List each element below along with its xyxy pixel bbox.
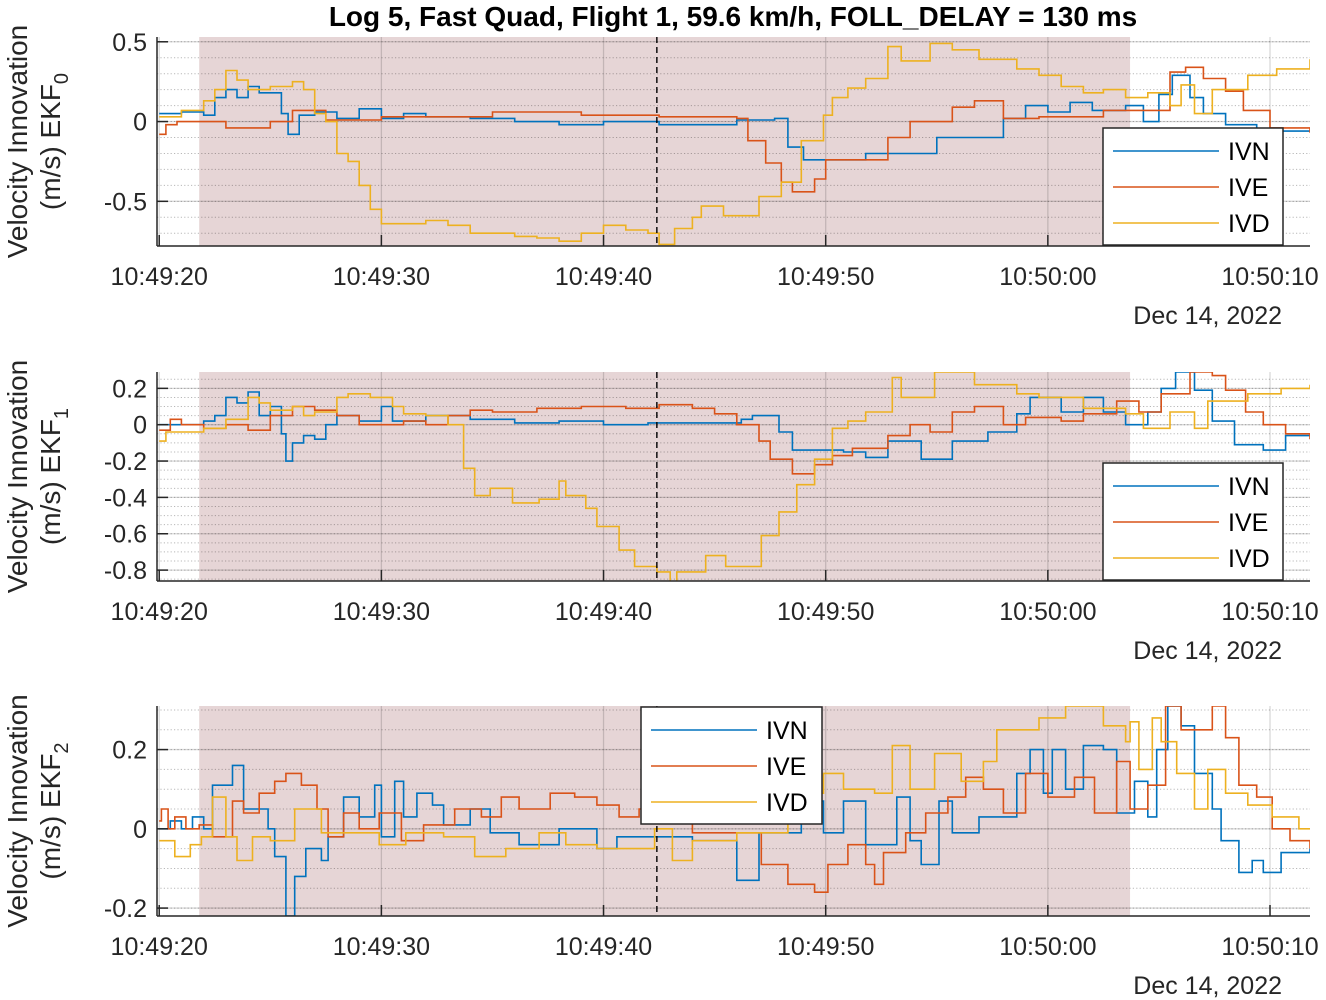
legend-item-ive[interactable]: IVE: [1113, 174, 1268, 202]
y-label-line-2: (m/s) EKF0: [35, 73, 73, 210]
x-tick-label: 10:50:00: [999, 933, 1096, 961]
series-line-ive: [159, 66, 1310, 193]
legend-item-ivn[interactable]: IVN: [1113, 138, 1270, 166]
x-tick-label: 10:49:50: [777, 263, 874, 291]
y-label-line-1: Velocity Innovation: [2, 25, 33, 259]
series-line-ivn: [159, 706, 1310, 916]
y-tick-label: -0.5: [104, 188, 147, 216]
series-line-ivd: [159, 706, 1310, 862]
y-label-line-2: (m/s) EKF2: [35, 742, 73, 879]
y-tick-label: 0.5: [112, 29, 147, 57]
x-tick-label: 10:50:10: [1221, 263, 1318, 291]
series-line-ivd: [159, 372, 1310, 581]
y-label-unit: (m/s) EKF: [35, 84, 66, 210]
subplot-0: -0.5 0 0.5 10:49:20 10:49:30 10:49:40 10:49:50…: [2, 1, 1319, 330]
y-tick-label: 0: [133, 109, 147, 137]
x-date-label: Dec 14, 2022: [1133, 972, 1282, 1000]
y-label-subscript: 0: [51, 73, 73, 84]
legend[interactable]: IVN IVE IVD: [1102, 127, 1284, 246]
x-tick-label: 10:49:50: [777, 598, 874, 626]
y-label-unit: (m/s) EKF: [35, 419, 66, 545]
x-tick-label: 10:49:40: [555, 598, 652, 626]
y-label-line-2: (m/s) EKF1: [35, 408, 73, 545]
series-line-ivn: [159, 372, 1310, 462]
x-tick-label: 10:49:30: [333, 598, 430, 626]
legend-label: IVE: [766, 753, 806, 781]
legend-label: IVN: [766, 717, 808, 745]
legend-item-ive[interactable]: IVE: [1113, 509, 1268, 537]
y-tick-label: -0.2: [104, 895, 147, 923]
y-tick-label: 0.2: [112, 375, 147, 403]
legend[interactable]: IVN IVE IVD: [640, 706, 823, 825]
y-label-line-1: Velocity Innovation: [2, 360, 33, 594]
x-tick-label: 10:49:30: [333, 933, 430, 961]
legend-item-ivd[interactable]: IVD: [651, 789, 808, 817]
legend-label: IVD: [1228, 210, 1270, 238]
shaded-interval: [199, 37, 1131, 246]
x-date-label: Dec 14, 2022: [1133, 637, 1282, 665]
legend-label: IVD: [1228, 545, 1270, 573]
legend-label: IVN: [1228, 473, 1270, 501]
legend-label: IVE: [1228, 174, 1268, 202]
y-tick-label: 0: [133, 816, 147, 844]
legend-item-ivn[interactable]: IVN: [651, 717, 808, 745]
y-label-unit: (m/s) EKF: [35, 754, 66, 880]
legend-item-ivd[interactable]: IVD: [1113, 210, 1270, 238]
shaded-interval: [199, 372, 1131, 581]
legend[interactable]: IVN IVE IVD: [1102, 462, 1284, 581]
series-group: [159, 42, 1310, 246]
subplot-2: -0.2 0 0.2 10:49:20 10:49:30 10:49:40 10:49:50…: [2, 694, 1319, 1000]
subplot-1: -0.8 -0.6 -0.4 -0.2 0 0.2 10:49:20 10:49:30 10:4…: [2, 360, 1319, 665]
y-label-line-1: Velocity Innovation: [2, 694, 33, 928]
x-tick-label: 10:49:20: [111, 263, 208, 291]
legend-label: IVE: [1228, 509, 1268, 537]
y-tick-label: -0.4: [104, 484, 147, 512]
x-tick-label: 10:49:30: [333, 263, 430, 291]
legend-item-ive[interactable]: IVE: [651, 753, 806, 781]
y-tick-label: -0.8: [104, 557, 147, 585]
x-date-label: Dec 14, 2022: [1133, 302, 1282, 330]
legend-item-ivn[interactable]: IVN: [1113, 473, 1270, 501]
y-tick-label: -0.2: [104, 448, 147, 476]
legend-label: IVD: [766, 789, 808, 817]
y-tick-label: 0: [133, 412, 147, 440]
series-group: [159, 706, 1310, 916]
x-tick-label: 10:50:10: [1221, 598, 1318, 626]
x-tick-label: 10:50:00: [999, 263, 1096, 291]
series-line-ivd: [159, 42, 1310, 246]
series-group: [159, 372, 1310, 581]
legend-label: IVN: [1228, 138, 1270, 166]
x-tick-label: 10:49:50: [777, 933, 874, 961]
x-tick-label: 10:49:40: [555, 933, 652, 961]
legend-item-ivd[interactable]: IVD: [1113, 545, 1270, 573]
chart-title: Log 5, Fast Quad, Flight 1, 59.6 km/h, F…: [329, 1, 1137, 32]
x-tick-label: 10:49:20: [111, 933, 208, 961]
y-label-subscript: 2: [51, 742, 73, 753]
x-tick-label: 10:50:10: [1221, 933, 1318, 961]
x-tick-label: 10:49:20: [111, 598, 208, 626]
x-tick-label: 10:50:00: [999, 598, 1096, 626]
x-tick-label: 10:49:40: [555, 263, 652, 291]
y-tick-label: 0.2: [112, 737, 147, 765]
y-tick-label: -0.6: [104, 521, 147, 549]
series-line-ive: [159, 372, 1310, 475]
y-label-subscript: 1: [51, 408, 73, 419]
